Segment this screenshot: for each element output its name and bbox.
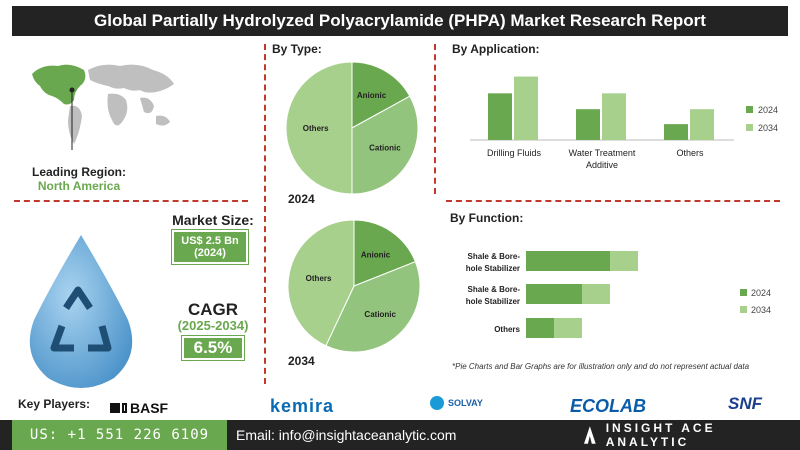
divider-left	[264, 44, 266, 384]
y-tick-label-2: Others	[494, 325, 520, 334]
hbar-2034-1	[582, 284, 610, 304]
bar-2034-2	[690, 109, 714, 140]
pie-2034-year: 2034	[288, 354, 315, 368]
function-bar-chart: Shale & Bore-hole Stabilizer Shale & Bore…	[466, 251, 771, 338]
cagr-period: (2025-2034)	[177, 318, 249, 333]
footer-brand-text: INSIGHT ACE ANALYTIC	[605, 421, 716, 449]
y-tick-label-0-b: hole Stabilizer	[466, 264, 520, 273]
legend-label-2034: 2034	[758, 123, 778, 133]
cagr-label: CAGR	[187, 300, 239, 319]
hlegend-label-2024: 2024	[751, 288, 771, 298]
market-size-year: (2024)	[194, 247, 226, 259]
by-application-title: By Application:	[452, 42, 540, 56]
pie-slice-anionic	[351, 61, 411, 129]
bar-2024-2	[664, 124, 688, 140]
leading-region-value: North America	[37, 179, 121, 193]
divider-right	[434, 44, 436, 194]
kemira-logo: kemira	[270, 396, 335, 416]
north-america-highlight	[32, 64, 86, 105]
market-size-value: US$ 2.5 Bn	[181, 235, 239, 247]
by-function-title: By Function:	[450, 211, 524, 225]
y-tick-label-1-b: hole Stabilizer	[466, 297, 520, 306]
pie-label-others: Others	[306, 274, 332, 283]
legend-swatch-2024	[746, 106, 753, 113]
hbar-2024-0	[526, 251, 610, 271]
hlegend-label-2034: 2034	[751, 305, 771, 315]
footer-phone: US: +1 551 226 6109	[12, 420, 227, 450]
pie-slice-anionic	[353, 220, 417, 287]
ecolab-logo: ECOLAB	[570, 396, 646, 416]
hlegend-swatch-2034	[740, 306, 747, 313]
y-tick-label-0: Shale & Bore-	[468, 252, 521, 261]
divider-left-horizontal	[14, 200, 248, 202]
bar-2024-1	[576, 109, 600, 140]
hbar-2024-1	[526, 284, 582, 304]
solvay-logo: SOLVAY	[430, 396, 483, 410]
pie-label-cationic: Cationic	[369, 143, 401, 152]
divider-right-horizontal	[446, 200, 780, 202]
pie-label-anionic: Anionic	[357, 91, 387, 100]
pie-slice-cationic	[351, 95, 419, 195]
by-type-title: By Type:	[272, 42, 322, 56]
y-tick-label-1: Shale & Bore-	[468, 285, 521, 294]
bar-2034-1	[602, 93, 626, 140]
key-players-label: Key Players:	[18, 397, 91, 411]
market-size-label: Market Size:	[172, 212, 254, 228]
water-drop-recycle-icon	[29, 235, 133, 388]
pie-chart-2024: Anionic Cationic Others	[285, 61, 419, 195]
snf-logo: SNF	[728, 394, 762, 413]
pie-label-cationic: Cationic	[364, 310, 396, 319]
footer-email: Email: info@insightaceanalytic.com	[236, 427, 457, 443]
bar-2024-0	[488, 93, 512, 140]
page-title: Global Partially Hydrolyzed Polyacrylami…	[12, 6, 788, 36]
pie-slice-others	[285, 61, 353, 195]
pie-label-others: Others	[303, 124, 329, 133]
pie-chart-2034: Anionic Cationic Others	[287, 220, 421, 353]
hbar-2034-0	[610, 251, 638, 271]
illustration-note: *Pie Charts and Bar Graphs are for illus…	[452, 362, 750, 371]
application-bar-chart: Drilling Fluids Water Treatment Additive Ot…	[470, 76, 778, 170]
x-tick-label-1-b: Additive	[586, 160, 618, 170]
hlegend-swatch-2024	[740, 289, 747, 296]
footer-brand: INSIGHT ACE ANALYTIC	[584, 420, 800, 450]
market-size-badge: US$ 2.5 Bn (2024)	[171, 229, 249, 265]
pie-slice-others	[287, 220, 355, 347]
pie-slice-cationic	[325, 261, 421, 353]
leading-region-label: Leading Region:	[32, 165, 126, 179]
bar-2034-0	[514, 76, 538, 140]
pie-label-anionic: Anionic	[361, 250, 391, 259]
x-tick-label-0: Drilling Fluids	[487, 148, 542, 158]
brand-icon	[584, 426, 596, 444]
pie-2024-year: 2024	[288, 192, 315, 206]
world-map	[32, 64, 174, 150]
x-tick-label-2: Others	[676, 148, 704, 158]
solvay-icon	[430, 396, 444, 410]
cagr-value: 6.5%	[181, 335, 245, 361]
x-tick-label-1: Water Treatment	[569, 148, 636, 158]
hbar-2034-2	[554, 318, 582, 338]
legend-label-2024: 2024	[758, 105, 778, 115]
basf-logo: BASF	[110, 400, 168, 416]
legend-swatch-2034	[746, 124, 753, 131]
hbar-2024-2	[526, 318, 554, 338]
